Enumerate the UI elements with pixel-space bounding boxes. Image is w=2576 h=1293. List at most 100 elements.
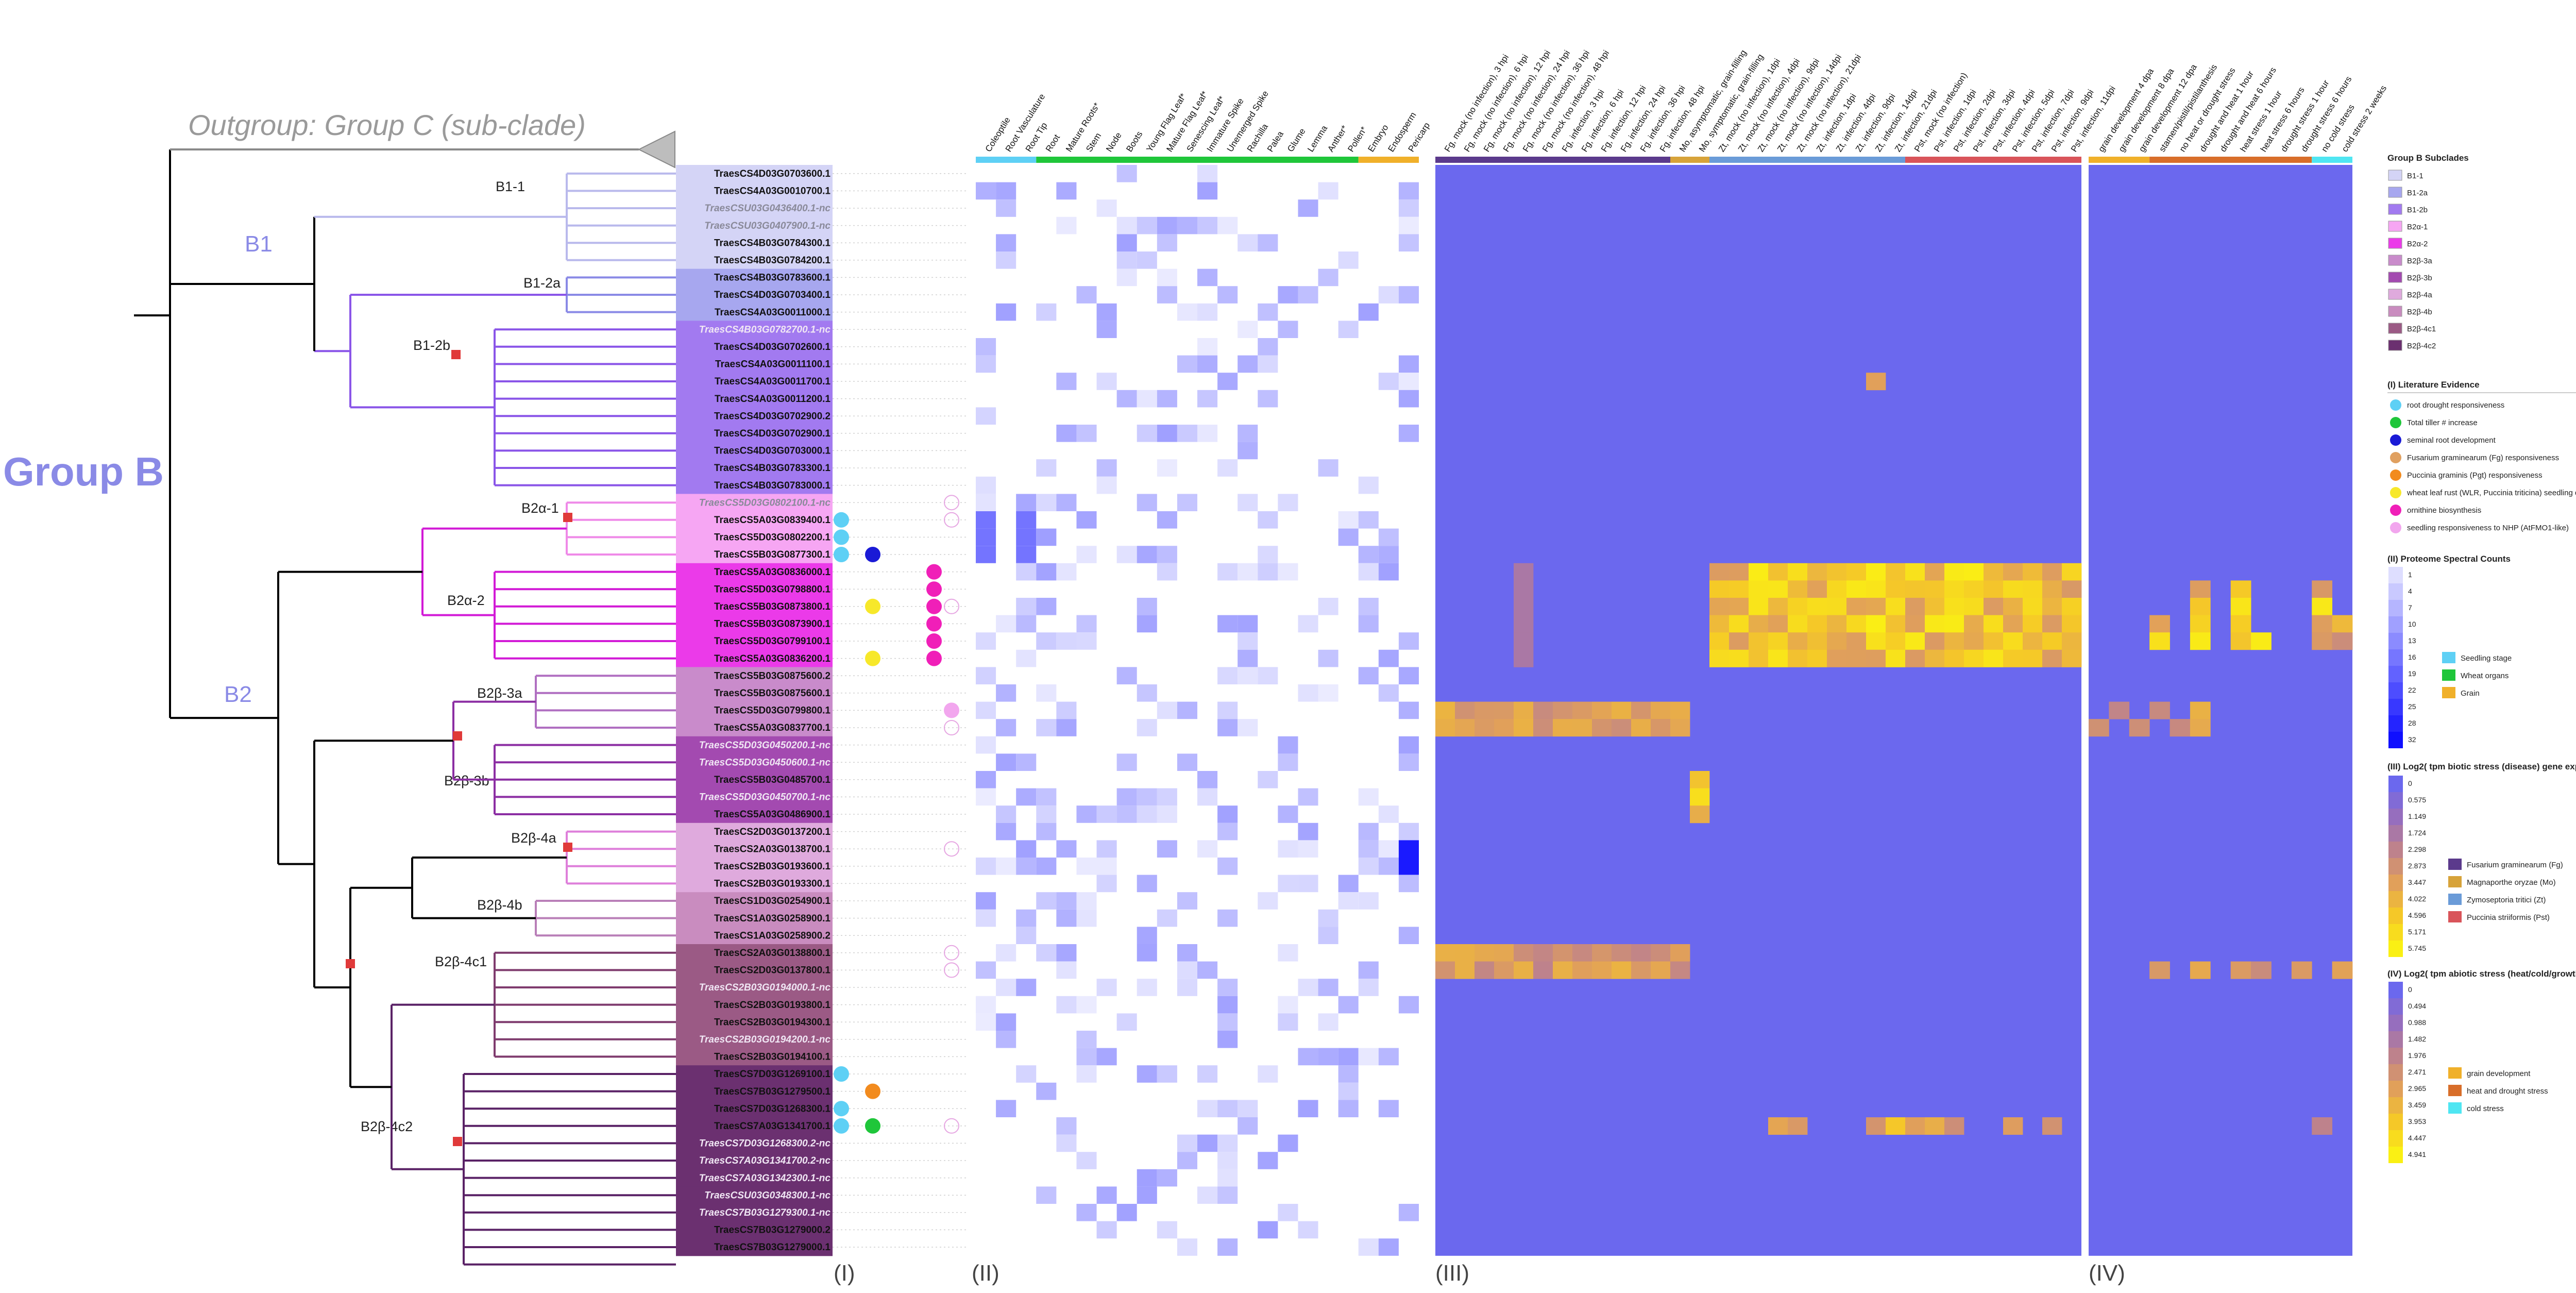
literature-evidence-dot — [834, 1066, 849, 1082]
biotic-heatmap-cell — [1964, 649, 1984, 667]
abiotic-heatmap-cell — [2190, 615, 2211, 633]
abiotic-heatmap-cell — [2332, 615, 2353, 633]
biotic-heatmap-cell — [2003, 598, 2023, 615]
legend-abiotic-condition-swatch — [2448, 1067, 2462, 1079]
proteome-heatmap-cell — [1358, 892, 1379, 910]
proteome-heatmap-cell — [1217, 858, 1238, 875]
proteome-heatmap-cell — [1116, 788, 1137, 806]
biotic-heatmap-cell — [1592, 961, 1612, 979]
proteome-heatmap-cell — [1398, 753, 1419, 771]
biotic-heatmap-cell — [1670, 719, 1690, 737]
outgroup-title: Outgroup: Group C (sub-clade) — [188, 109, 586, 141]
proteome-column-label: Root — [1044, 132, 1062, 154]
legend-proteome-group-swatch — [2442, 652, 2455, 663]
figure-legend: Group B Subclades B1-1 B1-2a B1-2b B2α-1 B2α… — [2387, 153, 2576, 1163]
proteome-heatmap-cell — [1177, 303, 1197, 321]
biotic-heatmap-cell — [1572, 719, 1592, 737]
proteome-heatmap-cell — [1076, 1031, 1097, 1048]
biotic-heatmap-cell — [1475, 719, 1495, 737]
proteome-heatmap-cell — [1036, 805, 1057, 823]
proteome-heatmap-cell — [1076, 286, 1097, 304]
proteome-heatmap-cell — [1137, 615, 1157, 633]
gene-id-label: TraesCS5D03G0450200.1-nc — [699, 740, 831, 751]
literature-evidence-dot — [926, 581, 942, 597]
biotic-heatmap-cell — [1709, 563, 1730, 581]
abiotic-heatmap-cell — [2190, 701, 2211, 719]
gene-row-band — [676, 805, 833, 824]
proteome-heatmap-cell — [1338, 892, 1359, 910]
proteome-heatmap-cell — [1358, 840, 1379, 858]
proteome-heatmap-cell — [1258, 1065, 1278, 1083]
biotic-heatmap-cell — [1572, 961, 1592, 979]
biotic-heatmap-cell — [1475, 961, 1495, 979]
abiotic-heatmap-cell — [2149, 615, 2170, 633]
gene-row-band — [676, 719, 833, 737]
literature-evidence-outline — [944, 720, 959, 735]
proteome-heatmap-cell — [1358, 511, 1379, 529]
proteome-heatmap-cell — [1076, 909, 1097, 927]
proteome-heatmap-cell — [1318, 979, 1338, 996]
biotic-heatmap-cell — [1788, 615, 1808, 633]
proteome-heatmap-cell — [996, 805, 1016, 823]
gene-row-band — [676, 1082, 833, 1100]
proteome-heatmap-cell — [1137, 251, 1157, 269]
gene-id-label: TraesCS2B03G0193800.1 — [714, 1000, 831, 1011]
literature-evidence-outline — [944, 945, 959, 961]
proteome-column-label: Stem — [1084, 131, 1103, 154]
pst-group-bar — [1905, 157, 2081, 163]
legend-subclade-swatch — [2388, 255, 2402, 266]
gene-id-label: TraesCS5D03G0799800.1 — [714, 706, 831, 716]
legend-abiotic-swatch — [2388, 1130, 2403, 1147]
proteome-heatmap-cell — [1056, 494, 1077, 511]
proteome-heatmap-cell — [1016, 858, 1037, 875]
biotic-heatmap-cell — [2042, 598, 2062, 615]
proteome-heatmap-cell — [976, 788, 996, 806]
legend-abiotic-value: 0.988 — [2408, 1018, 2426, 1027]
biotic-heatmap-cell — [1827, 563, 1847, 581]
legend-abiotic-value: 0 — [2408, 985, 2412, 994]
proteome-heatmap-cell — [1157, 1221, 1177, 1239]
biotic-heatmap-cell — [1533, 961, 1553, 979]
legend-abiotic-swatch — [2388, 1048, 2403, 1064]
proteome-heatmap-cell — [1258, 234, 1278, 251]
proteome-heatmap-cell — [996, 1100, 1016, 1117]
proteome-heatmap-cell — [1036, 822, 1057, 841]
gene-row-band — [676, 321, 833, 339]
gene-row-band — [676, 701, 833, 719]
proteome-heatmap-cell — [1238, 234, 1258, 251]
biotic-heatmap-cell — [1886, 649, 1906, 667]
legend-biotic-title: (III) Log2( tpm biotic stress (disease) … — [2387, 762, 2576, 771]
gene-id-label: TraesCS4B03G0783300.1 — [714, 463, 831, 474]
proteome-heatmap-cell — [1318, 649, 1338, 667]
literature-evidence-dot — [926, 598, 942, 614]
proteome-heatmap-cell — [976, 632, 996, 650]
legend-subclade-label: B2α-1 — [2407, 223, 2428, 231]
biotic-heatmap-cell — [1846, 649, 1867, 667]
gene-id-label: TraesCS7A03G1342300.1-nc — [699, 1173, 831, 1184]
abiotic-heatmap-cell — [2089, 719, 2109, 737]
legend-proteome-swatch — [2388, 649, 2403, 666]
proteome-heatmap-cell — [1137, 598, 1157, 615]
proteome-heatmap-cell — [1318, 909, 1338, 927]
biotic-heatmap-cell — [2062, 615, 2082, 633]
proteome-heatmap-cell — [1217, 667, 1238, 684]
seedling-stage-bar — [976, 157, 1037, 163]
legend-proteome-swatch — [2388, 633, 2403, 649]
proteome-heatmap-cell — [1197, 1100, 1218, 1117]
biotic-heatmap-cell — [1925, 563, 1945, 581]
biotic-heatmap-cell — [1905, 598, 1925, 615]
proteome-heatmap-cell — [1016, 598, 1037, 615]
gene-row-band — [676, 268, 833, 287]
legend-subclade-label: B2β-3b — [2407, 274, 2432, 282]
gene-id-label: TraesCS4A03G0011700.1 — [715, 376, 831, 387]
proteome-heatmap-cell — [1398, 822, 1419, 841]
legend-abiotic-condition-label: cold stress — [2467, 1104, 2504, 1113]
gene-id-label: TraesCSU03G0436400.1-nc — [704, 203, 831, 214]
proteome-heatmap-cell — [1076, 546, 1097, 563]
biotic-heatmap-cell — [2062, 580, 2082, 598]
biotic-heatmap-cell — [1455, 701, 1475, 719]
proteome-heatmap-cell — [1358, 563, 1379, 581]
biotic-heatmap-cell — [1768, 615, 1788, 633]
outgroup-collapsed-clade-icon — [637, 130, 675, 169]
proteome-heatmap-cell — [976, 736, 996, 754]
